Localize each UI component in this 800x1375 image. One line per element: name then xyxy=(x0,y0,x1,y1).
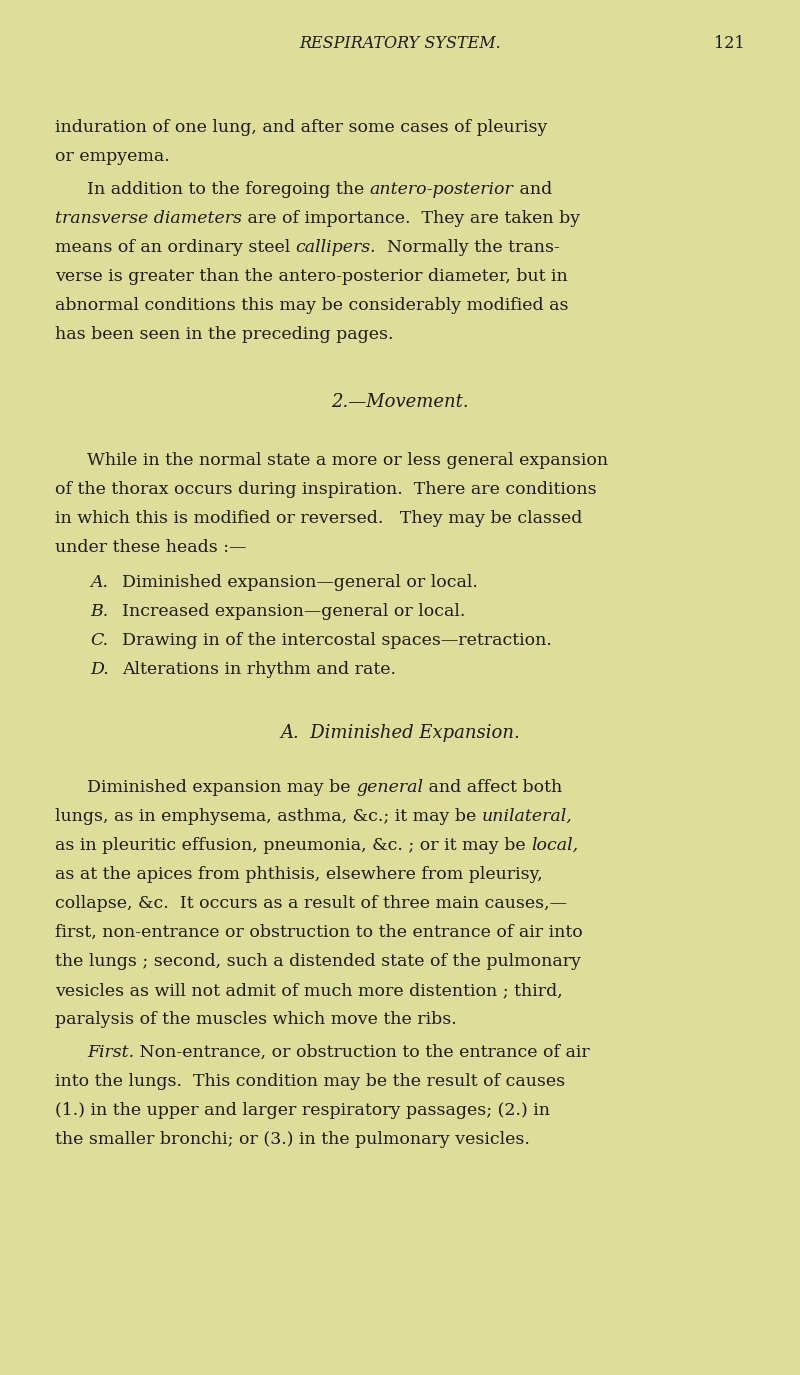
Text: lungs, as in emphysema, asthma, &c.; it may be: lungs, as in emphysema, asthma, &c.; it … xyxy=(55,808,482,825)
Text: 2.—Movement.: 2.—Movement. xyxy=(331,393,469,411)
Text: First.: First. xyxy=(87,1044,134,1062)
Text: means of an ordinary steel: means of an ordinary steel xyxy=(55,239,296,256)
Text: as at the apices from phthisis, elsewhere from pleurisy,: as at the apices from phthisis, elsewher… xyxy=(55,866,542,883)
Text: A.: A. xyxy=(90,573,108,591)
Text: vesicles as will not admit of much more distention ; third,: vesicles as will not admit of much more … xyxy=(55,982,562,1000)
Text: C.: C. xyxy=(90,632,108,649)
Text: verse is greater than the antero-posterior diameter, but in: verse is greater than the antero-posteri… xyxy=(55,268,568,285)
Text: Increased expansion—general or local.: Increased expansion—general or local. xyxy=(122,604,466,620)
Text: antero-posterior: antero-posterior xyxy=(370,182,514,198)
Text: general: general xyxy=(356,780,423,796)
Text: Alterations in rhythm and rate.: Alterations in rhythm and rate. xyxy=(122,661,396,678)
Text: induration of one lung, and after some cases of pleurisy: induration of one lung, and after some c… xyxy=(55,120,547,136)
Text: into the lungs.  This condition may be the result of causes: into the lungs. This condition may be th… xyxy=(55,1072,565,1090)
Text: abnormal conditions this may be considerably modified as: abnormal conditions this may be consider… xyxy=(55,297,569,314)
Text: the smaller bronchi; or (3.) in the pulmonary vesicles.: the smaller bronchi; or (3.) in the pulm… xyxy=(55,1132,530,1148)
Text: local,: local, xyxy=(531,837,578,854)
Text: or empyema.: or empyema. xyxy=(55,148,170,165)
Text: paralysis of the muscles which move the ribs.: paralysis of the muscles which move the … xyxy=(55,1011,457,1028)
Text: B.: B. xyxy=(90,604,108,620)
Text: and affect both: and affect both xyxy=(423,780,562,796)
Text: 121: 121 xyxy=(714,34,745,52)
Text: unilateral,: unilateral, xyxy=(482,808,573,825)
Text: Normally the trans-: Normally the trans- xyxy=(376,239,560,256)
Text: collapse, &c.  It occurs as a result of three main causes,—: collapse, &c. It occurs as a result of t… xyxy=(55,895,567,912)
Text: in which this is modified or reversed.   They may be classed: in which this is modified or reversed. T… xyxy=(55,510,582,527)
Text: first, non-entrance or obstruction to the entrance of air into: first, non-entrance or obstruction to th… xyxy=(55,924,582,941)
Text: Drawing in of the intercostal spaces—retraction.: Drawing in of the intercostal spaces—ret… xyxy=(122,632,552,649)
Text: RESPIRATORY SYSTEM.: RESPIRATORY SYSTEM. xyxy=(299,34,501,52)
Text: While in the normal state a more or less general expansion: While in the normal state a more or less… xyxy=(87,452,608,469)
Text: D.: D. xyxy=(90,661,109,678)
Text: are of importance.  They are taken by: are of importance. They are taken by xyxy=(242,210,580,227)
Text: of the thorax occurs during inspiration.  There are conditions: of the thorax occurs during inspiration.… xyxy=(55,481,597,498)
Text: transverse diameters: transverse diameters xyxy=(55,210,242,227)
Text: and: and xyxy=(514,182,552,198)
Text: callipers.: callipers. xyxy=(296,239,376,256)
Text: Non-entrance, or obstruction to the entrance of air: Non-entrance, or obstruction to the entr… xyxy=(134,1044,590,1062)
Text: Diminished expansion—general or local.: Diminished expansion—general or local. xyxy=(122,573,478,591)
Text: as in pleuritic effusion, pneumonia, &c. ; or it may be: as in pleuritic effusion, pneumonia, &c.… xyxy=(55,837,531,854)
Text: has been seen in the preceding pages.: has been seen in the preceding pages. xyxy=(55,326,394,342)
Text: In addition to the foregoing the: In addition to the foregoing the xyxy=(87,182,370,198)
Text: (1.) in the upper and larger respiratory passages; (2.) in: (1.) in the upper and larger respiratory… xyxy=(55,1101,550,1119)
Text: Diminished expansion may be: Diminished expansion may be xyxy=(87,780,356,796)
Text: A.  Diminished Expansion.: A. Diminished Expansion. xyxy=(280,725,520,742)
Text: under these heads :—: under these heads :— xyxy=(55,539,246,556)
Text: the lungs ; second, such a distended state of the pulmonary: the lungs ; second, such a distended sta… xyxy=(55,953,581,969)
